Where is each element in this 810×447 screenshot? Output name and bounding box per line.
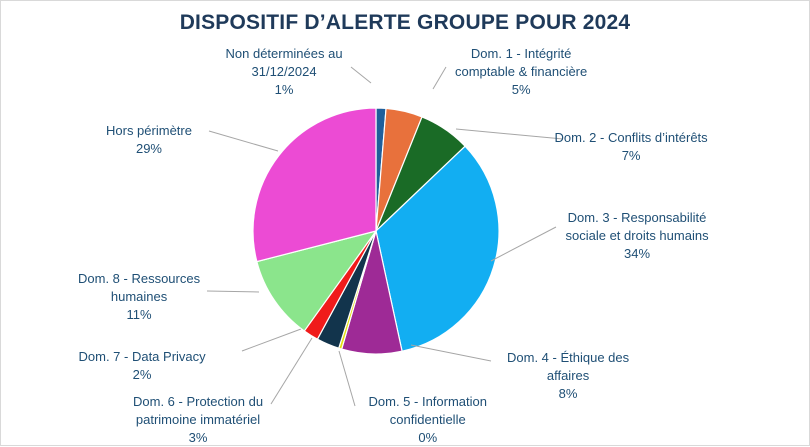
slice-label-line: humaines xyxy=(110,289,168,304)
slice-label-line: confidentielle xyxy=(389,412,466,427)
slice-label: Dom. 3 - Responsabilité sociale et droits… xyxy=(566,209,709,263)
slice-label-line: 8% xyxy=(558,386,578,401)
chart-title: DISPOSITIF D’ALERTE GROUPE POUR 2024 xyxy=(179,11,631,34)
slice-label: Dom. 8 - Ressources humaines 11% xyxy=(78,270,200,324)
slice-label-line: 5% xyxy=(511,82,531,97)
slice-label: Dom. 6 - Protection du patrimoine immatér… xyxy=(133,393,263,447)
leader-line xyxy=(410,344,492,362)
slice-label: Dom. 4 - Éthique des affaires 8% xyxy=(507,349,629,403)
slice-label: Dom. 2 - Conflits d’intérêts 7% xyxy=(555,129,708,165)
leader-line xyxy=(338,350,356,407)
slice-label-line: Dom. 6 - Protection du xyxy=(133,394,264,409)
slice-label-line: Dom. 8 - Ressources xyxy=(78,271,201,286)
slice-label-line: Non déterminées au xyxy=(225,46,343,61)
slice-label-line: 3% xyxy=(188,430,208,445)
leader-line xyxy=(455,128,564,140)
slice-label-line: Dom. 7 - Data Privacy xyxy=(78,349,206,364)
slice-label-line: Dom. 5 - Information xyxy=(368,394,488,409)
slice-label: Dom. 1 - Intégrité comptable & financière… xyxy=(455,45,587,99)
slice-label-line: 29% xyxy=(135,141,162,156)
leader-line xyxy=(350,66,372,84)
slice-label-line: 0% xyxy=(418,430,438,445)
slice-label-line: affaires xyxy=(546,368,590,383)
pie-slice xyxy=(375,145,500,352)
slice-label-line: Hors périmètre xyxy=(106,123,192,138)
slice-label: Dom. 5 - Information confidentielle 0% xyxy=(369,393,488,447)
slice-label-line: 2% xyxy=(132,367,152,382)
slice-label-line: 31/12/2024 xyxy=(251,64,317,79)
slice-label-line: sociale et droits humains xyxy=(565,228,709,243)
leader-line xyxy=(490,226,557,262)
slice-label: Non déterminées au 31/12/2024 1% xyxy=(226,45,343,99)
leader-line xyxy=(208,130,279,152)
pie-slice xyxy=(256,230,378,332)
slice-label-line: comptable & financière xyxy=(455,64,588,79)
leader-line xyxy=(241,328,302,352)
slice-label-line: 11% xyxy=(126,307,152,322)
slice-label-line: 34% xyxy=(624,246,651,261)
slice-label-line: Dom. 2 - Conflits d’intérêts xyxy=(554,130,708,145)
leader-line xyxy=(206,290,260,293)
slice-label-line: Dom. 3 - Responsabilité xyxy=(567,210,707,225)
slice-label-line: patrimoine immatériel xyxy=(135,412,261,427)
slice-label-line: Dom. 4 - Éthique des xyxy=(507,350,630,365)
pie-slice xyxy=(252,107,377,263)
slice-label: Dom. 7 - Data Privacy 2% xyxy=(79,348,206,384)
leader-line xyxy=(270,337,313,405)
leader-line xyxy=(432,66,447,90)
slice-label-line: 7% xyxy=(621,148,641,163)
slice-label-line: Dom. 1 - Intégrité xyxy=(470,46,572,61)
slice-label: Hors périmètre 29% xyxy=(106,122,192,158)
slice-label-line: 1% xyxy=(274,82,294,97)
